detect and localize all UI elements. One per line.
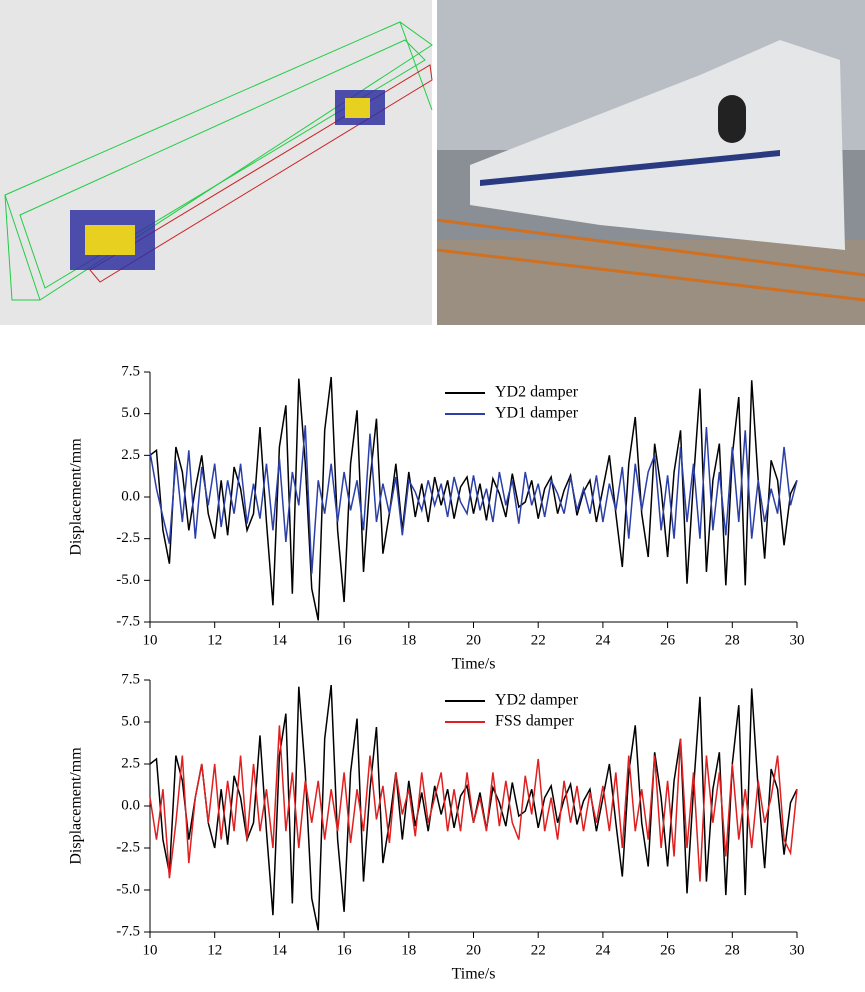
x-tick-label: 12 <box>207 942 222 958</box>
vehicle-photo <box>437 0 865 325</box>
y-tick-label: 5.0 <box>121 713 140 729</box>
x-tick-label: 16 <box>337 942 353 958</box>
y-tick-label: -5.0 <box>116 881 140 897</box>
simulation-model-image <box>0 0 432 325</box>
y-tick-label: 5.0 <box>121 405 140 421</box>
y-tick-label: 0.0 <box>121 488 140 504</box>
x-tick-label: 22 <box>531 942 546 958</box>
x-tick-label: 24 <box>595 942 611 958</box>
series-line <box>150 425 797 573</box>
x-tick-label: 28 <box>725 632 740 648</box>
x-tick-label: 26 <box>660 632 676 648</box>
x-tick-label: 14 <box>272 942 288 958</box>
x-tick-label: 14 <box>272 632 288 648</box>
x-axis-label: Time/s <box>452 966 496 983</box>
x-tick-label: 30 <box>790 942 805 958</box>
figure: 7.55.02.50.0-2.5-5.0-7.51012141618202224… <box>0 0 865 992</box>
y-axis-label: Displacement/mm <box>68 747 85 865</box>
x-tick-label: 18 <box>401 942 416 958</box>
series-line <box>150 725 797 881</box>
x-tick-label: 22 <box>531 632 546 648</box>
x-axis-label: Time/s <box>452 656 496 673</box>
y-tick-label: 0.0 <box>121 797 140 813</box>
legend-label: YD2 damper <box>495 692 579 709</box>
legend-label: FSS damper <box>495 713 574 730</box>
y-tick-label: 2.5 <box>121 755 140 771</box>
y-tick-label: 7.5 <box>121 363 140 379</box>
y-tick-label: -7.5 <box>116 613 140 629</box>
x-tick-label: 10 <box>143 632 158 648</box>
x-tick-label: 20 <box>466 632 481 648</box>
x-tick-label: 18 <box>401 632 416 648</box>
x-tick-label: 24 <box>595 632 611 648</box>
x-tick-label: 20 <box>466 942 481 958</box>
legend-label: YD1 damper <box>495 405 579 422</box>
y-axis-label: Displacement/mm <box>68 438 85 556</box>
y-tick-label: -2.5 <box>116 530 140 546</box>
x-tick-label: 28 <box>725 942 740 958</box>
y-tick-label: 7.5 <box>121 671 140 687</box>
y-tick-label: -7.5 <box>116 923 140 939</box>
y-tick-label: -5.0 <box>116 572 140 588</box>
y-tick-label: -2.5 <box>116 839 140 855</box>
x-tick-label: 12 <box>207 632 222 648</box>
x-tick-label: 30 <box>790 632 805 648</box>
y-tick-label: 2.5 <box>121 447 140 463</box>
legend-label: YD2 damper <box>495 384 579 401</box>
x-tick-label: 10 <box>143 942 158 958</box>
x-tick-label: 16 <box>337 632 353 648</box>
x-tick-label: 26 <box>660 942 676 958</box>
